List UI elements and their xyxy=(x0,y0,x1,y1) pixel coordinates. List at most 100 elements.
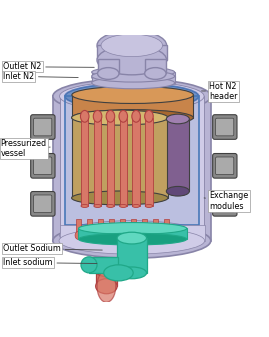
Ellipse shape xyxy=(72,86,193,103)
Bar xyxy=(145,59,166,73)
Bar xyxy=(65,96,199,225)
Bar xyxy=(113,68,155,94)
Ellipse shape xyxy=(53,79,211,114)
Bar xyxy=(89,257,118,273)
Ellipse shape xyxy=(92,72,175,83)
Bar xyxy=(164,219,169,236)
Bar xyxy=(98,59,119,73)
FancyBboxPatch shape xyxy=(31,191,55,216)
Ellipse shape xyxy=(72,110,193,126)
Ellipse shape xyxy=(145,68,166,80)
Ellipse shape xyxy=(59,221,204,250)
Ellipse shape xyxy=(86,232,93,239)
Ellipse shape xyxy=(166,186,189,196)
Bar xyxy=(153,219,158,236)
FancyBboxPatch shape xyxy=(34,157,52,175)
Ellipse shape xyxy=(119,232,126,239)
Bar xyxy=(59,96,204,236)
Ellipse shape xyxy=(113,88,155,99)
Text: Hot N2
header: Hot N2 header xyxy=(201,82,238,101)
Ellipse shape xyxy=(80,111,89,122)
Bar xyxy=(92,72,175,78)
Ellipse shape xyxy=(59,227,205,254)
Ellipse shape xyxy=(113,62,155,74)
Bar xyxy=(119,118,127,206)
Ellipse shape xyxy=(118,78,150,83)
Bar xyxy=(97,45,167,60)
Ellipse shape xyxy=(75,232,82,239)
Bar xyxy=(78,228,187,239)
Ellipse shape xyxy=(53,223,211,258)
Ellipse shape xyxy=(97,232,104,239)
Ellipse shape xyxy=(119,205,127,208)
Bar xyxy=(72,95,193,118)
Ellipse shape xyxy=(79,233,187,245)
Ellipse shape xyxy=(101,34,162,57)
Text: Outlet Sodium: Outlet Sodium xyxy=(3,244,102,253)
Ellipse shape xyxy=(130,232,137,239)
FancyBboxPatch shape xyxy=(213,154,237,178)
Ellipse shape xyxy=(163,232,170,239)
Bar xyxy=(132,118,140,206)
Bar xyxy=(53,96,211,241)
Bar xyxy=(81,118,89,206)
Ellipse shape xyxy=(92,70,175,82)
Ellipse shape xyxy=(152,232,159,239)
Bar xyxy=(117,238,147,273)
Bar xyxy=(145,118,153,206)
FancyBboxPatch shape xyxy=(215,195,234,213)
Ellipse shape xyxy=(145,111,153,122)
Ellipse shape xyxy=(72,110,168,125)
Bar xyxy=(98,219,103,236)
FancyBboxPatch shape xyxy=(213,115,237,139)
Ellipse shape xyxy=(107,205,114,208)
Bar xyxy=(167,119,189,191)
Text: Inlet sodium: Inlet sodium xyxy=(3,258,97,267)
Ellipse shape xyxy=(81,257,97,273)
Ellipse shape xyxy=(166,114,189,124)
Ellipse shape xyxy=(98,68,119,80)
FancyBboxPatch shape xyxy=(34,195,52,213)
Ellipse shape xyxy=(132,205,140,208)
Ellipse shape xyxy=(94,116,101,119)
Bar xyxy=(59,225,206,241)
Ellipse shape xyxy=(72,191,168,205)
Bar xyxy=(107,118,114,206)
Ellipse shape xyxy=(96,265,117,277)
Bar xyxy=(92,76,175,83)
Bar xyxy=(109,219,114,236)
Ellipse shape xyxy=(108,232,115,239)
Bar xyxy=(131,219,136,236)
Ellipse shape xyxy=(79,222,187,234)
Text: Pressurized
vessel: Pressurized vessel xyxy=(1,139,50,158)
FancyBboxPatch shape xyxy=(215,118,234,136)
Ellipse shape xyxy=(92,67,175,78)
FancyBboxPatch shape xyxy=(215,157,234,175)
Ellipse shape xyxy=(118,73,150,79)
Ellipse shape xyxy=(93,111,102,122)
Ellipse shape xyxy=(92,77,175,89)
Ellipse shape xyxy=(107,116,114,119)
Bar xyxy=(142,219,147,236)
Ellipse shape xyxy=(132,116,140,119)
FancyBboxPatch shape xyxy=(31,115,55,139)
Bar xyxy=(72,118,168,198)
Ellipse shape xyxy=(65,83,199,109)
Ellipse shape xyxy=(94,205,101,208)
Ellipse shape xyxy=(104,265,133,281)
Ellipse shape xyxy=(97,270,116,302)
FancyBboxPatch shape xyxy=(213,191,237,216)
Ellipse shape xyxy=(117,232,147,244)
Text: Exchange
modules: Exchange modules xyxy=(204,191,249,211)
Ellipse shape xyxy=(97,31,167,60)
Ellipse shape xyxy=(145,116,153,119)
Bar xyxy=(120,219,125,236)
FancyBboxPatch shape xyxy=(34,118,52,136)
Ellipse shape xyxy=(141,232,148,239)
Text: Outlet N2: Outlet N2 xyxy=(3,62,94,71)
Ellipse shape xyxy=(96,279,117,294)
Ellipse shape xyxy=(106,111,115,122)
Bar xyxy=(76,219,81,236)
Ellipse shape xyxy=(132,111,140,122)
Ellipse shape xyxy=(119,111,128,122)
